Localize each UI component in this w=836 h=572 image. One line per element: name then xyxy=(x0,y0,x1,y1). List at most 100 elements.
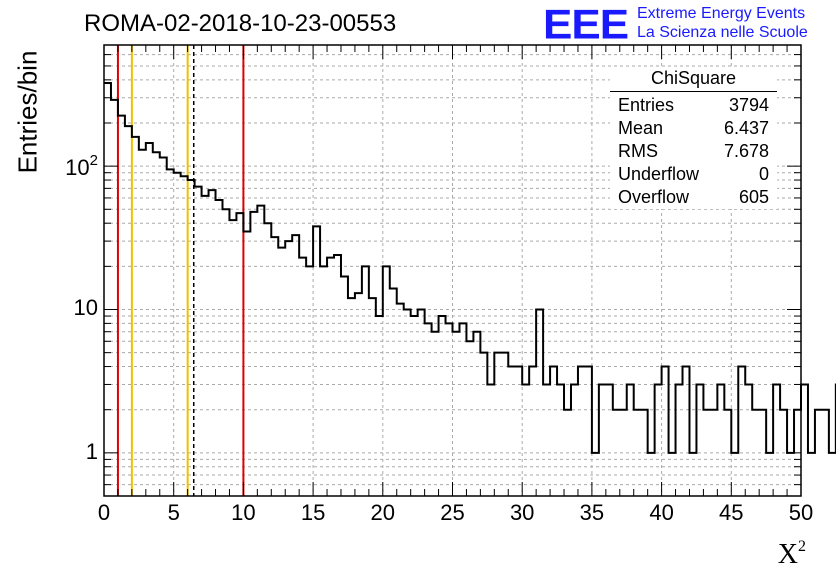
histogram-bin xyxy=(669,453,676,496)
histogram-bin xyxy=(815,410,822,496)
histogram-bin xyxy=(111,100,118,496)
histogram-bin xyxy=(299,258,306,496)
stats-value: 7.678 xyxy=(723,141,769,161)
chart-title: ROMA-02-2018-10-23-00553 xyxy=(84,10,397,37)
histogram-bin xyxy=(104,83,111,496)
histogram-bin xyxy=(404,309,411,496)
histogram-bin xyxy=(390,289,397,496)
x-tick-label: 5 xyxy=(167,500,180,525)
histogram-bin xyxy=(606,384,613,496)
histogram-bin xyxy=(459,323,466,496)
plot-frame xyxy=(103,44,802,497)
histogram-bin xyxy=(236,213,243,496)
histogram-bin xyxy=(689,453,696,496)
histogram-bin xyxy=(829,453,836,496)
histogram-bin xyxy=(432,332,439,496)
histogram-bin xyxy=(216,200,223,496)
stats-title: ChiSquare xyxy=(610,68,777,92)
histogram-bin xyxy=(564,410,571,496)
histogram-bin xyxy=(327,258,334,496)
histogram-bin xyxy=(292,235,299,496)
x-tick-label: 20 xyxy=(370,500,396,525)
histogram-bin xyxy=(271,237,278,496)
histogram-bin xyxy=(543,384,550,496)
histogram-bin xyxy=(557,384,564,496)
stats-value: 0 xyxy=(758,164,769,184)
histogram-bin xyxy=(822,410,829,496)
x-axis-label: X2 xyxy=(778,538,806,571)
stats-label: Overflow xyxy=(618,187,690,207)
histogram-bin xyxy=(264,223,271,496)
stats-row-underflow: Underflow 0 xyxy=(610,163,777,186)
histogram-bin xyxy=(648,453,655,496)
histogram-bin xyxy=(717,384,724,496)
histogram-bin xyxy=(362,266,369,496)
histogram-bin xyxy=(515,367,522,496)
histogram-bin xyxy=(494,353,501,496)
histogram-bin xyxy=(766,453,773,496)
histogram-bin xyxy=(773,384,780,496)
histogram-bin xyxy=(696,384,703,496)
y-tick-label: 10 xyxy=(73,295,98,321)
histogram-bin xyxy=(585,367,592,496)
histogram-bin xyxy=(731,453,738,496)
histogram-bin xyxy=(125,126,132,496)
stats-value: 6.437 xyxy=(723,118,769,138)
histogram-bin xyxy=(780,410,787,496)
histogram-bin xyxy=(536,309,543,496)
histogram-bin xyxy=(313,226,320,496)
histogram-bin xyxy=(683,367,690,496)
y-tick-label: 1 xyxy=(85,438,98,464)
histogram-bin xyxy=(202,196,209,496)
histogram-bin xyxy=(508,367,515,496)
histogram-bin xyxy=(522,384,529,496)
eee-logo: EEE xyxy=(543,1,629,48)
histogram-bin xyxy=(160,157,167,496)
stats-label: Mean xyxy=(618,118,664,138)
x-tick-label: 25 xyxy=(440,500,465,525)
histogram-bin xyxy=(487,384,494,496)
histogram-bin xyxy=(473,332,480,496)
histogram-bin xyxy=(376,316,383,496)
histogram-bin xyxy=(139,150,146,496)
histogram-bin xyxy=(662,367,669,496)
stats-row-overflow: Overflow 605 xyxy=(610,186,777,209)
histogram-bin xyxy=(411,316,418,496)
histogram-bin xyxy=(787,453,794,496)
histogram-bin xyxy=(634,410,641,496)
logo-line-1: Extreme Energy Events xyxy=(637,5,806,22)
histogram-bin xyxy=(153,152,160,496)
histogram-bin xyxy=(738,367,745,496)
histogram-bin xyxy=(501,353,508,496)
stats-row-rms: RMS 7.678 xyxy=(610,140,777,163)
histogram-bin xyxy=(222,209,229,496)
histogram-bin xyxy=(383,266,390,496)
x-tick-label: 30 xyxy=(509,500,535,525)
histogram-bin xyxy=(592,453,599,496)
histogram-bin xyxy=(710,410,717,496)
histogram-bin xyxy=(306,266,313,496)
histogram-bin xyxy=(132,137,139,496)
histogram-bin xyxy=(480,353,487,496)
histogram-bin xyxy=(627,384,634,496)
histogram-bin xyxy=(243,232,250,496)
histogram-bin xyxy=(453,332,460,496)
histogram-bin xyxy=(174,173,181,496)
marker-lines xyxy=(116,45,245,496)
histogram-bin xyxy=(285,241,292,496)
x-axis-label-superscript: 2 xyxy=(798,538,806,555)
histogram-bin xyxy=(801,384,808,496)
histogram-bin xyxy=(334,255,341,496)
histogram-bin xyxy=(655,384,662,496)
histogram-bin xyxy=(229,220,236,496)
histogram-bin xyxy=(703,410,710,496)
y-axis-label: Entries/bin xyxy=(12,50,43,174)
histogram-bin xyxy=(620,410,627,496)
histogram-line xyxy=(104,82,836,454)
histogram-bin xyxy=(613,410,620,496)
stats-row-entries: Entries 3794 xyxy=(610,94,777,117)
histogram-bin xyxy=(369,298,376,496)
histogram-bin xyxy=(641,410,648,496)
histogram-bin xyxy=(278,248,285,496)
x-tick-label: 35 xyxy=(579,500,605,525)
